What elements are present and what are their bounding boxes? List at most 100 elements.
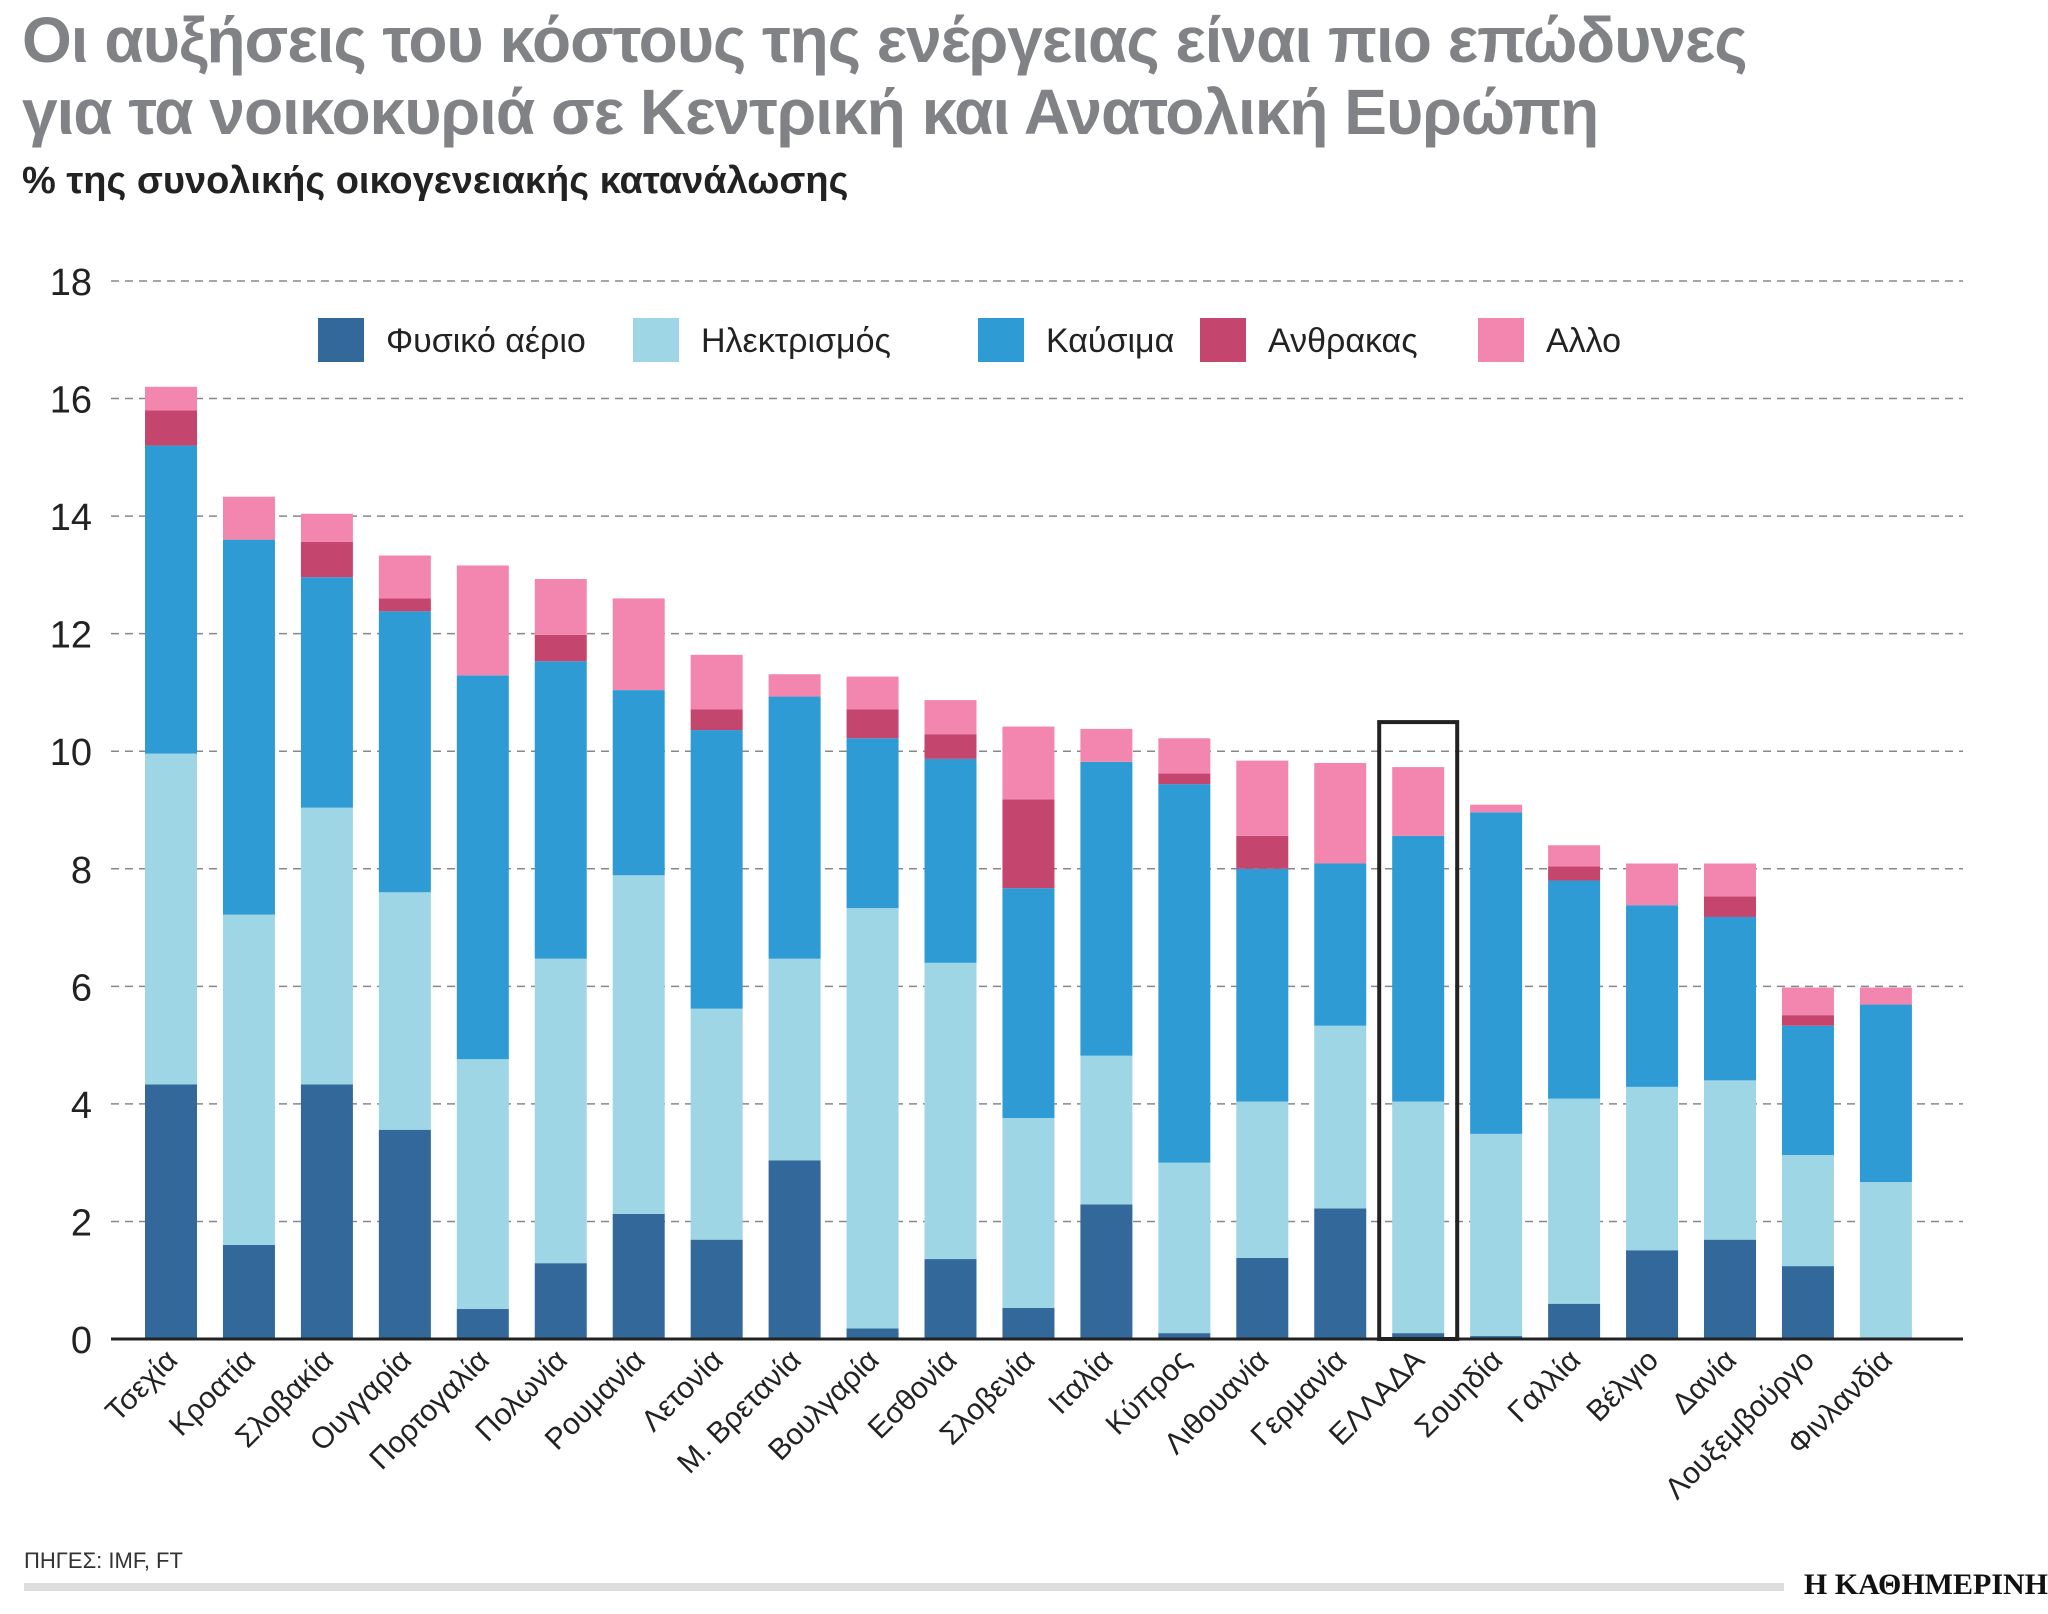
bar-segment bbox=[300, 577, 353, 808]
chart-subtitle: % της συνολικής οικογενειακής κατανάλωση… bbox=[22, 160, 849, 202]
bar-segment bbox=[1158, 738, 1211, 774]
footer-divider bbox=[24, 1583, 1784, 1591]
bar-segment bbox=[1626, 1250, 1679, 1339]
bar-segment bbox=[1158, 1333, 1211, 1339]
bar-segment bbox=[222, 496, 275, 540]
y-tick-label: 4 bbox=[71, 1085, 92, 1127]
bar-segment bbox=[1704, 863, 1756, 897]
bar-segment bbox=[1392, 767, 1445, 836]
bar-segment bbox=[1470, 812, 1523, 1134]
bar-segment bbox=[1002, 726, 1055, 800]
bar-segment bbox=[1859, 1004, 1912, 1183]
bar-segment bbox=[378, 892, 431, 1130]
bar-segment bbox=[612, 1213, 665, 1339]
bar-segment bbox=[1236, 1101, 1289, 1258]
bar-segment bbox=[1548, 866, 1601, 881]
y-tick-label: 12 bbox=[50, 615, 92, 657]
bar-segment bbox=[924, 700, 977, 735]
y-tick-label: 2 bbox=[71, 1202, 92, 1244]
bar-segment bbox=[1548, 880, 1601, 1099]
bar-segment bbox=[456, 1059, 509, 1310]
bar-segment bbox=[1704, 1239, 1756, 1339]
source-note: ΠΗΓΕΣ: IMF, FT bbox=[24, 1548, 183, 1573]
bar-segment bbox=[456, 675, 509, 1060]
bar-segment bbox=[222, 539, 275, 915]
bar-segment bbox=[1314, 1025, 1367, 1209]
bar-segment bbox=[1859, 1182, 1912, 1339]
bar-segment bbox=[768, 958, 821, 1161]
bar-segment bbox=[1626, 863, 1679, 906]
bar-segment bbox=[1158, 773, 1211, 785]
bar-segment bbox=[1626, 1086, 1679, 1251]
bar-segment bbox=[846, 908, 899, 1329]
legend-label: Ηλεκτρισμός bbox=[701, 322, 891, 360]
legend-swatch bbox=[633, 318, 679, 362]
bar-segment bbox=[1470, 1133, 1523, 1337]
y-tick-label: 8 bbox=[71, 850, 92, 892]
bar-segment bbox=[222, 1244, 275, 1339]
bar-segment bbox=[1158, 1162, 1211, 1334]
bar-segment bbox=[1158, 784, 1211, 1163]
bar-segment bbox=[1314, 863, 1367, 1026]
legend-label: Ανθρακας bbox=[1268, 322, 1418, 360]
title-line-1: Οι αυξήσεις του κόστους της ενέργειας εί… bbox=[22, 4, 1748, 76]
bar-segment bbox=[612, 875, 665, 1214]
bar-segment bbox=[1392, 1101, 1445, 1334]
bar-segment bbox=[1704, 896, 1756, 917]
bar-segment bbox=[768, 696, 821, 959]
bar-segment bbox=[924, 1259, 977, 1339]
bar-segment bbox=[534, 634, 587, 662]
bar-segment bbox=[222, 914, 275, 1245]
bar-segment bbox=[690, 730, 743, 1009]
bar-segment bbox=[690, 1008, 743, 1240]
bar-segment bbox=[1080, 1204, 1133, 1339]
chart-title: Οι αυξήσεις του κόστους της ενέργειας εί… bbox=[22, 4, 1748, 148]
bar-segment bbox=[1626, 905, 1679, 1087]
legend-label: Καύσιμα bbox=[1046, 322, 1174, 360]
bar-segment bbox=[300, 1084, 353, 1339]
y-tick-label: 6 bbox=[71, 967, 92, 1009]
x-tick-label: Βέλγιο bbox=[1580, 1344, 1665, 1429]
y-tick-label: 16 bbox=[50, 380, 92, 422]
bar-segment bbox=[1314, 1208, 1367, 1339]
bar-segment bbox=[612, 690, 665, 876]
x-tick-label: Σουηδία bbox=[1409, 1344, 1509, 1444]
bar-segment bbox=[1781, 1025, 1834, 1156]
bar-segment bbox=[690, 709, 743, 731]
bar-segment bbox=[1236, 835, 1289, 869]
bar-segment bbox=[1080, 728, 1133, 762]
bar-segment bbox=[1781, 1266, 1834, 1339]
bar-segment bbox=[846, 709, 899, 739]
title-line-2: για τα νοικοκυριά σε Κεντρική και Ανατολ… bbox=[22, 76, 1599, 148]
y-tick-label: 10 bbox=[50, 732, 92, 774]
bar-segment bbox=[1470, 804, 1523, 813]
bar-segment bbox=[1704, 916, 1756, 1081]
bar-segment bbox=[145, 410, 197, 446]
legend-swatch bbox=[978, 318, 1024, 362]
bar-segment bbox=[1548, 845, 1601, 867]
y-tick-label: 0 bbox=[71, 1320, 92, 1362]
bar-segment bbox=[456, 1309, 509, 1339]
bar-segment bbox=[1781, 1155, 1834, 1267]
legend-label: Φυσικό αέριο bbox=[386, 322, 586, 360]
bar-segment bbox=[1392, 835, 1445, 1102]
bar-segment bbox=[924, 734, 977, 759]
publisher-logo: Η ΚΑΘΗΜΕΡΙΝΗ bbox=[1803, 1568, 2048, 1601]
bar-segment bbox=[1080, 761, 1133, 1056]
bar-segment bbox=[1236, 760, 1289, 836]
bar-segment bbox=[690, 1239, 743, 1339]
bar-segment bbox=[145, 386, 197, 411]
bar-segment bbox=[1002, 1117, 1055, 1308]
bar-segment bbox=[378, 598, 431, 612]
bar-segment bbox=[768, 1160, 821, 1339]
bar-segment bbox=[846, 738, 899, 909]
bar-segment bbox=[534, 1263, 587, 1339]
bar-segment bbox=[378, 1129, 431, 1339]
bar-segment bbox=[1002, 888, 1055, 1118]
legend-swatch bbox=[318, 318, 364, 362]
bar-segment bbox=[1392, 1333, 1445, 1339]
bar-segment bbox=[1548, 1098, 1601, 1304]
bar-segment bbox=[378, 555, 431, 599]
bar-segment bbox=[1781, 1015, 1834, 1026]
